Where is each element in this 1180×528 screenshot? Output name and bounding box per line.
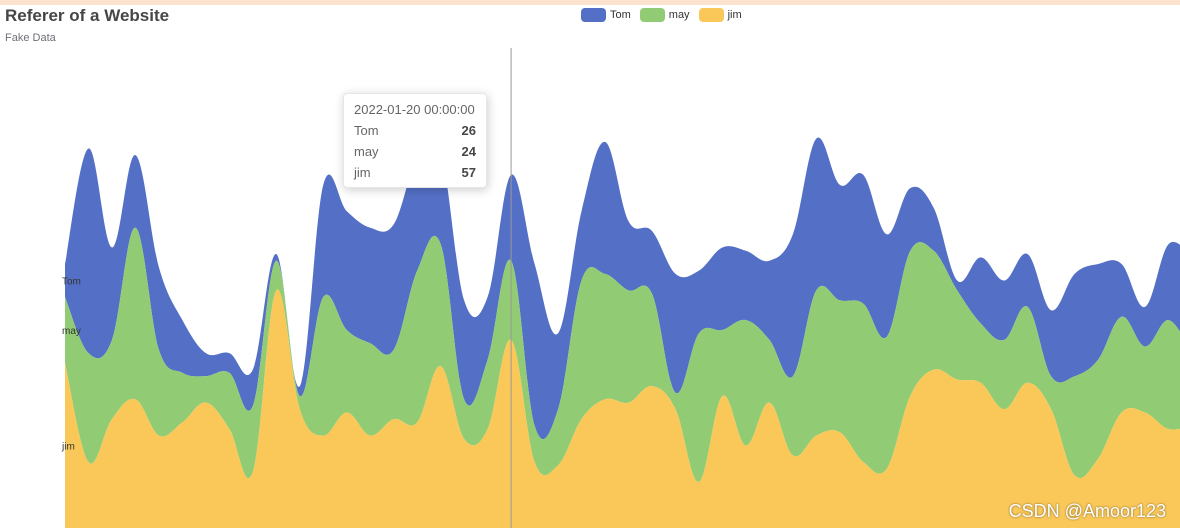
legend-swatch-tom	[581, 8, 606, 22]
legend-label-jim: jim	[727, 9, 742, 21]
stream-may[interactable]	[65, 227, 1180, 482]
tooltip-name-jim: jim	[354, 165, 371, 180]
tooltip-value-tom: 26	[461, 123, 476, 138]
tooltip: 2022-01-20 00:00:00 Tom 26 may 24 jim 57	[343, 93, 487, 188]
legend: Tom may jim	[581, 8, 751, 22]
tooltip-name-may: may	[354, 144, 379, 159]
series-label-jim: jim	[61, 442, 75, 453]
legend-item-may[interactable]: may	[639, 8, 690, 22]
stream-layers	[65, 137, 1180, 528]
tooltip-row-jim: jim 57	[354, 162, 476, 183]
tooltip-value-jim: 57	[461, 165, 476, 180]
chart-title: Referer of a Website	[5, 6, 170, 25]
legend-label-may: may	[668, 9, 690, 21]
series-label-tom: Tom	[62, 277, 81, 288]
top-strip	[0, 0, 1180, 5]
stream-jim[interactable]	[65, 289, 1180, 528]
tooltip-row-may: may 24	[354, 141, 476, 162]
legend-item-tom[interactable]: Tom	[581, 8, 631, 22]
series-label-may: may	[62, 326, 81, 337]
watermark: CSDN @Amoor123	[1008, 501, 1166, 521]
tooltip-row-tom: Tom 26	[354, 120, 476, 141]
legend-swatch-may	[639, 8, 665, 22]
tooltip-title: 2022-01-20 00:00:00	[354, 102, 475, 117]
legend-swatch-jim	[698, 8, 724, 22]
tooltip-value-may: 24	[461, 144, 476, 159]
stream-tom[interactable]	[65, 137, 1180, 440]
chart-subtitle: Fake Data	[5, 32, 56, 44]
legend-label-tom: Tom	[610, 9, 631, 21]
legend-item-jim[interactable]: jim	[698, 8, 742, 22]
tooltip-name-tom: Tom	[354, 123, 379, 138]
series-labels: jim may Tom	[61, 277, 81, 453]
